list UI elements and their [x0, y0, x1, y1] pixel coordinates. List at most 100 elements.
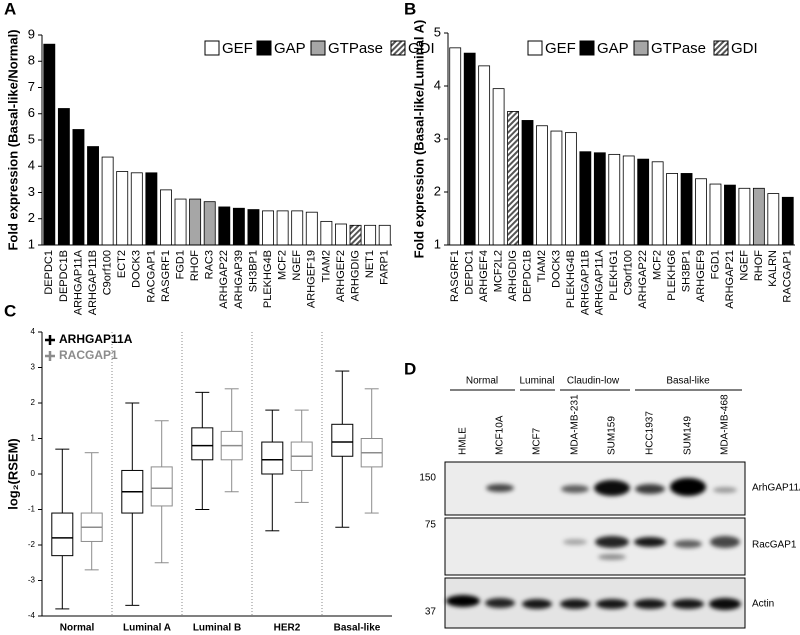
x-tick-label: ARHGAP11B: [579, 250, 591, 315]
blot-band: [670, 478, 706, 496]
bar: [695, 178, 707, 246]
y-tick-label: 7: [28, 79, 35, 94]
x-tick-label: Basal-like: [334, 623, 381, 634]
legend-marker: [45, 335, 55, 345]
bar: [709, 183, 722, 246]
y-tick-label: 2: [31, 398, 36, 407]
y-tick-label: 4: [434, 77, 441, 92]
bar: [87, 146, 99, 246]
group-label: Normal: [466, 376, 498, 387]
y-tick-label: -3: [28, 576, 36, 585]
y-tick-label: 1: [31, 434, 36, 443]
group-label: Basal-like: [666, 376, 710, 387]
legend-swatch: [204, 40, 220, 56]
bar: [218, 206, 231, 246]
bar: [291, 210, 304, 246]
x-tick-label: NGEF: [738, 250, 750, 281]
mw-marker: 150: [419, 473, 436, 484]
x-tick-label: NGEF: [291, 250, 303, 281]
box: [191, 427, 214, 461]
legend-swatch: [527, 40, 543, 56]
blot: Normal Luminal Claudin-low Basal-like: [419, 376, 800, 629]
bar: [130, 172, 143, 246]
y-tick-label: -1: [28, 505, 36, 514]
bar: [174, 198, 187, 246]
lane-label: SUM149: [683, 416, 694, 455]
bar: [449, 47, 462, 246]
x-tick-label: Normal: [60, 623, 95, 634]
blot-band: [485, 598, 515, 608]
y-tick-label: 5: [28, 131, 35, 146]
lane-label: HCC1937: [645, 411, 656, 455]
protein-label: RacGAP1: [752, 540, 797, 551]
blot-band: [486, 484, 514, 492]
blot-band: [446, 595, 480, 607]
x-tick-label: TIAM2: [320, 250, 332, 282]
blot-panel: [444, 517, 746, 576]
x-tick-label: TIAM2: [536, 250, 548, 282]
lane-label: HMLE: [458, 427, 469, 455]
x-tick-label: ARHGEF4: [478, 250, 490, 302]
blot-band: [634, 599, 666, 609]
x-tick-label: ARHGAP11B: [87, 250, 99, 315]
bar: [364, 224, 377, 246]
blot-band: [561, 485, 589, 493]
x-tick-label: PLEKHG4B: [262, 250, 274, 308]
blot-band: [713, 487, 737, 493]
y-tick-label: 8: [28, 53, 35, 68]
bar: [232, 207, 245, 246]
x-tick-label: DEPDC1B: [521, 250, 533, 302]
legend-label: GEF: [545, 40, 576, 57]
legend-label: GEF: [222, 40, 253, 57]
legend-swatch: [579, 40, 595, 56]
x-tick-label: NET1: [364, 250, 376, 278]
x-tick-label: ARHGAP22: [218, 250, 230, 309]
legend-label: GDI: [731, 40, 758, 57]
bar: [463, 52, 476, 246]
bar: [320, 220, 333, 246]
blot-band: [522, 599, 552, 609]
bar: [247, 209, 260, 246]
y-tick-label: 3: [28, 184, 35, 199]
x-tick-label: MCF2: [652, 250, 664, 280]
bar: [72, 129, 85, 246]
x-tick-label: DOCK3: [550, 250, 562, 288]
mw-marker: 37: [425, 607, 437, 618]
x-tick-label: FGD1: [709, 250, 721, 279]
x-tick-label: MCF2L2: [493, 250, 505, 292]
bar: [738, 187, 751, 246]
x-tick-label: PLEKHG1: [608, 250, 620, 301]
bar: [116, 171, 129, 246]
blot-band: [598, 554, 626, 560]
blot-band: [710, 536, 740, 548]
bar: [622, 155, 635, 246]
y-tick-label: 1: [28, 236, 35, 251]
legend-swatch: [390, 40, 406, 56]
y-tick-label: 1: [434, 236, 441, 251]
x-tick-label: ARHGAP22: [637, 250, 649, 309]
lane-label: MDA-MB-231: [570, 394, 581, 455]
box: [331, 423, 354, 457]
bar: [349, 224, 362, 246]
bar: [57, 108, 70, 246]
x-tick-label: DOCK3: [131, 250, 143, 288]
panel-label: D: [404, 359, 416, 378]
x-tick-label: FGD1: [174, 250, 186, 279]
bar: [579, 151, 592, 246]
y-tick-label: 2: [434, 183, 441, 198]
blot-band: [560, 599, 590, 609]
panel-label: C: [4, 301, 16, 320]
x-tick-label: RHOF: [753, 250, 765, 281]
x-tick-label: ARHGDIG: [349, 250, 361, 301]
x-tick-label: ECT2: [116, 250, 128, 278]
bar: [593, 152, 606, 246]
legend-swatch: [633, 40, 649, 56]
blot-band: [594, 480, 630, 496]
x-tick-label: DEPDC1: [464, 250, 476, 295]
x-tick-label: Luminal A: [123, 623, 171, 634]
panel-label: A: [4, 0, 16, 18]
x-tick-label: RACGAP1: [145, 250, 157, 303]
x-tick-label: ARHGDIG: [507, 250, 519, 301]
blot-band: [634, 537, 666, 547]
blot-band: [635, 484, 665, 494]
